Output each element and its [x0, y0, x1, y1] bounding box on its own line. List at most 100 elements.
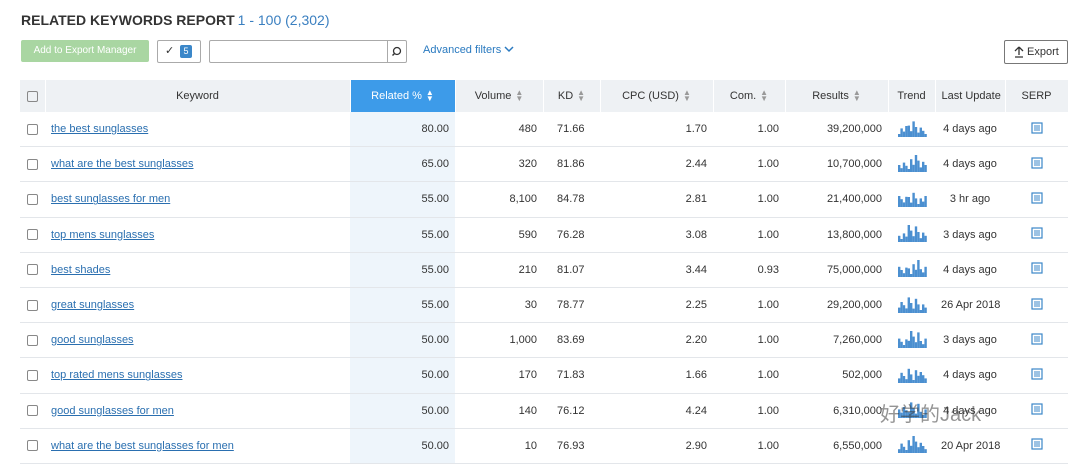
keyword-link[interactable]: top mens sunglasses: [51, 228, 155, 241]
cell-value: 39,200,000: [826, 123, 882, 136]
trend-bar: [897, 449, 900, 454]
cell-value: 80.00: [421, 123, 449, 136]
serp-icon[interactable]: [1030, 438, 1043, 450]
cell-value: 590: [518, 228, 537, 241]
checkbox[interactable]: [27, 370, 38, 381]
cell-value: 55.00: [421, 228, 449, 241]
checkbox[interactable]: [27, 299, 38, 311]
trend-cell: [888, 357, 935, 394]
serp-icon[interactable]: [1030, 192, 1043, 204]
trend-bar: [914, 441, 917, 454]
header-checkbox[interactable]: [20, 80, 46, 112]
checkbox[interactable]: [27, 123, 38, 135]
column-header[interactable]: Related % ▲ ▼: [350, 80, 456, 112]
checkbox[interactable]: [27, 158, 38, 170]
cell-value: 81.07: [557, 263, 585, 276]
checkbox-cell: [20, 181, 45, 218]
serp-icon[interactable]: [1030, 227, 1043, 239]
cell: top mens sunglasses: [45, 217, 350, 253]
keyword-link[interactable]: good sunglasses: [51, 334, 134, 347]
checkbox[interactable]: [27, 264, 38, 276]
trend-bar: [909, 446, 912, 454]
serp-icon[interactable]: [1030, 157, 1043, 169]
checkbox[interactable]: [27, 440, 38, 452]
add-export-button[interactable]: Add to Export Manager: [21, 40, 149, 62]
serp-icon[interactable]: [1030, 368, 1043, 380]
cell-value: 3 hr ago: [949, 193, 991, 206]
trend-cell: [888, 428, 935, 464]
trend-bar: [904, 236, 908, 243]
trend-bar: [909, 374, 912, 383]
trend-bar: [911, 308, 915, 313]
trend-bar: [909, 230, 912, 243]
serp-icon[interactable]: [1030, 297, 1043, 310]
trend-bar: [919, 340, 922, 348]
cell-value: 81.86: [557, 158, 585, 171]
search-button[interactable]: [387, 41, 406, 62]
serp-icon[interactable]: [1030, 333, 1043, 345]
column-title: Results: [812, 89, 849, 102]
selected-button[interactable]: ✓ 5: [157, 40, 201, 63]
cell: 320: [455, 146, 543, 183]
trend-bar: [899, 443, 903, 454]
serp-icon[interactable]: [1030, 403, 1043, 415]
trend-bar: [897, 409, 900, 419]
cell: 21,400,000: [785, 181, 888, 218]
keyword-link[interactable]: great sunglasses: [51, 299, 135, 312]
keyword-link[interactable]: top rated mens sunglasses: [51, 369, 183, 382]
trend-bar: [911, 236, 915, 243]
cell-value: 1.66: [685, 369, 707, 382]
checkbox[interactable]: [27, 194, 38, 206]
keyword-link[interactable]: the best sunglasses: [51, 123, 149, 136]
cell: 84.78: [543, 181, 600, 218]
cell: 13,800,000: [785, 217, 888, 253]
export-button[interactable]: Export: [1004, 40, 1068, 64]
keyword-link[interactable]: what are the best sunglasses: [51, 158, 194, 171]
keyword-link[interactable]: good sunglasses for men: [51, 404, 174, 417]
keyword-link[interactable]: best shades: [51, 263, 111, 276]
sort-arrows: ▲ ▼: [515, 88, 524, 104]
check-icon: ✓: [165, 45, 175, 57]
serp-cell: [1005, 146, 1068, 183]
column-header[interactable]: Com. ▲ ▼: [713, 80, 786, 112]
checkbox[interactable]: [27, 334, 38, 346]
cell: 78.77: [543, 287, 600, 324]
column-header: Keyword: [45, 80, 351, 112]
keyword-link[interactable]: what are the best sunglasses for men: [51, 439, 234, 452]
trend-bar: [919, 371, 922, 383]
column-header[interactable]: Volume ▲ ▼: [455, 80, 544, 112]
cell-value: 3 days ago: [943, 334, 997, 347]
checkbox[interactable]: [27, 229, 38, 241]
advanced-filters[interactable]: Advanced filters: [423, 44, 514, 56]
cell: best sunglasses for men: [45, 181, 350, 218]
column-header[interactable]: KD ▲ ▼: [543, 80, 601, 112]
serp-cell: [1005, 322, 1068, 359]
cell: 10,700,000: [785, 146, 888, 183]
checkbox[interactable]: [27, 405, 38, 417]
cell-value: 29,200,000: [826, 299, 882, 312]
serp-icon[interactable]: [1030, 262, 1043, 274]
search-input[interactable]: [209, 40, 407, 63]
column-header[interactable]: Results ▲ ▼: [785, 80, 889, 112]
checkbox-cell: [20, 287, 45, 324]
trend-sparkline: [897, 368, 927, 383]
serp-icon[interactable]: [1030, 121, 1043, 134]
cell-value: 3.08: [685, 228, 707, 241]
cell-value: 76.93: [557, 439, 585, 452]
trend-bar: [919, 443, 922, 454]
keywords-table: Keyword Related % ▲ ▼ Volume ▲ ▼ KD ▲ ▼ CPC (USD) ▲…: [20, 80, 1069, 464]
trend-bar: [902, 233, 905, 243]
cell-value: 26 Apr 2018: [941, 299, 1001, 312]
cell-value: 1.00: [757, 334, 779, 347]
trend-bar: [902, 162, 905, 172]
checkbox[interactable]: [26, 90, 38, 102]
serp-cell: [1005, 112, 1068, 148]
trend-bar: [919, 198, 922, 207]
trend-sparkline: [897, 330, 927, 348]
trend-bar: [899, 239, 903, 243]
column-header[interactable]: CPC (USD) ▲ ▼: [600, 80, 714, 112]
keyword-link[interactable]: best sunglasses for men: [51, 193, 171, 206]
cell-value: 1.70: [685, 123, 707, 136]
serp-cell: [1005, 393, 1068, 429]
cell: good sunglasses for men: [45, 393, 350, 429]
